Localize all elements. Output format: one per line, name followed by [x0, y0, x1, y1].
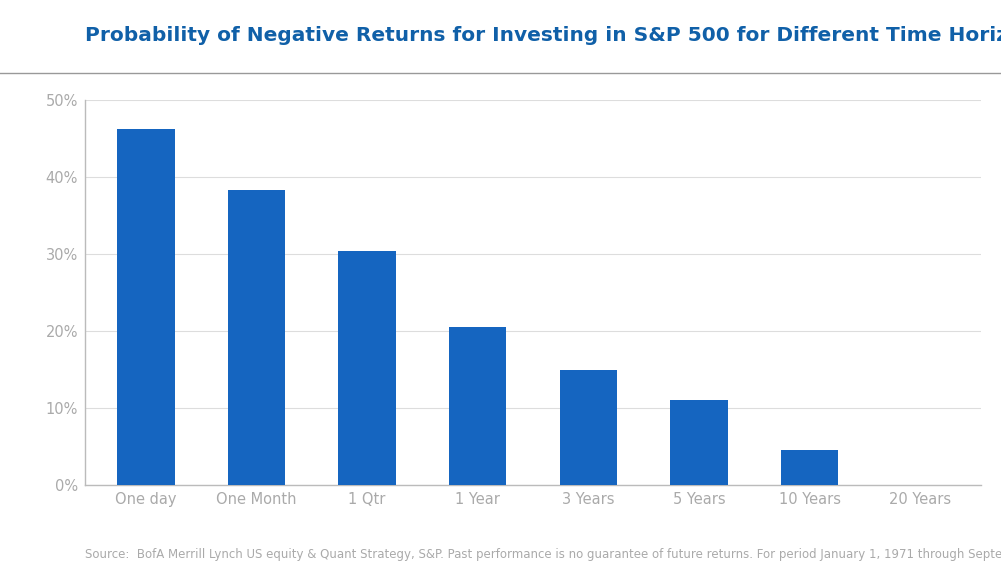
- Bar: [781, 449, 838, 485]
- Bar: [338, 251, 395, 485]
- Text: Source:  BofA Merrill Lynch US equity & Quant Strategy, S&P. Past performance is: Source: BofA Merrill Lynch US equity & Q…: [85, 548, 1001, 561]
- Bar: [560, 370, 617, 485]
- Bar: [228, 191, 285, 485]
- Bar: [449, 327, 507, 485]
- Text: Probability of Negative Returns for Investing in S&P 500 for Different Time Hori: Probability of Negative Returns for Inve…: [85, 26, 1001, 45]
- Bar: [117, 129, 174, 485]
- Bar: [671, 401, 728, 485]
